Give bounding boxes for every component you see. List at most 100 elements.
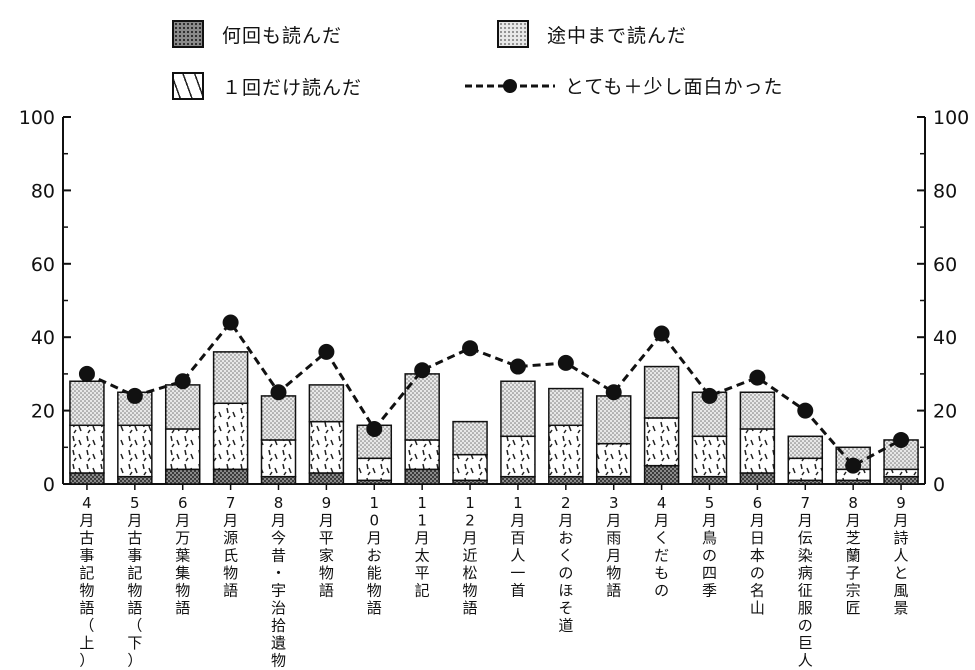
legend-swatch-read-partway [497, 20, 529, 48]
bar-segment-1 [691, 435, 728, 478]
bar-segment-2 [739, 391, 776, 430]
category-label: 1 1 月太平記 [415, 494, 430, 600]
interest-point [318, 343, 335, 360]
bar-segment-2 [643, 365, 680, 419]
bar-segment-1 [308, 420, 345, 474]
bars [69, 351, 919, 490]
category-label: 8 月芝蘭子宗匠 [846, 494, 861, 617]
legend-label-read-once: １回だけ読んだ [222, 76, 363, 99]
category-label: 9 月詩人と風景 [894, 494, 909, 617]
legend-item-interesting: とても＋少し面白かった [465, 72, 783, 99]
interest-point [605, 384, 622, 401]
bar-segment-2 [69, 380, 105, 427]
bar-segment-1 [356, 457, 393, 482]
interest-point [270, 384, 287, 401]
bar-segment-2 [595, 395, 632, 445]
bar-segment-1 [260, 439, 297, 478]
axes: 0 0 20 20 40 40 60 60 80 80 100 100 [19, 107, 970, 496]
category-label: 9 月平家物語 [319, 494, 334, 600]
interest-point [462, 340, 479, 357]
interest-line [78, 314, 910, 474]
legend-item-read-partway: 途中まで読んだ [497, 20, 687, 48]
y-tick-label-right: 60 [933, 254, 957, 276]
bar-segment-0 [883, 475, 919, 485]
bar-segment-0 [595, 475, 632, 485]
bar-segment-2 [212, 351, 249, 405]
category-label: 4 月古事記物語（上） [79, 494, 94, 670]
interest-point [509, 358, 526, 375]
bar-segment-2 [787, 435, 824, 460]
bar-segment-1 [452, 453, 488, 482]
category-label: 4 月くだもの [654, 494, 669, 600]
category-label: 6 月日本の名山 [750, 494, 765, 617]
bar-segment-0 [739, 472, 776, 485]
interest-point [366, 420, 383, 437]
bar-segment-1 [595, 442, 632, 478]
category-label: 2 月おくのほそ道 [558, 494, 573, 635]
y-tick-label-right: 0 [933, 474, 945, 496]
bar-segment-1 [69, 424, 105, 474]
interest-point [797, 402, 814, 419]
bar-segment-0 [308, 472, 345, 485]
interest-point [653, 325, 670, 342]
bar-segment-2 [260, 395, 297, 441]
bar-segment-1 [164, 428, 201, 471]
interest-point [893, 431, 910, 448]
legend: 何回も読んだ 途中まで読んだ １回だけ読んだ とても＋少し面白かった [0, 0, 975, 115]
bar-segment-1 [117, 424, 153, 478]
category-label: 5 月鳥の四季 [702, 494, 717, 600]
interest-point [749, 369, 766, 386]
bar-segment-0 [69, 472, 105, 485]
bar-segment-0 [117, 475, 153, 485]
bar-segment-1 [643, 417, 680, 467]
legend-label-read-partway: 途中まで読んだ [547, 24, 688, 47]
bar-segment-1 [883, 468, 919, 478]
interest-point [845, 457, 862, 474]
interest-point [78, 365, 95, 382]
interest-point [557, 354, 574, 371]
category-label: 1 2 月近松物語 [463, 494, 478, 617]
bar-segment-0 [691, 475, 728, 485]
bar-segment-2 [500, 380, 536, 438]
bar-segment-1 [500, 435, 536, 478]
bar-segment-0 [164, 468, 201, 485]
bar-segment-0 [548, 475, 584, 485]
bar-segment-0 [500, 475, 536, 485]
y-tick-label-right: 100 [933, 107, 969, 129]
bar-segment-0 [212, 468, 249, 485]
legend-item-read-once: １回だけ読んだ [172, 72, 362, 100]
y-tick-label-right: 20 [933, 401, 957, 423]
bar-segment-0 [643, 464, 680, 485]
y-tick-label-left: 60 [31, 254, 55, 276]
bar-segment-1 [404, 439, 440, 471]
interest-line-path [86, 320, 902, 468]
bar-segment-0 [404, 468, 440, 485]
y-tick-label-left: 80 [31, 180, 55, 202]
category-label: 3 月雨月物語 [606, 494, 621, 600]
category-label: 1 0 月お能物語 [367, 494, 382, 617]
category-label: 6 月万葉集物語 [175, 494, 190, 617]
interest-point [414, 362, 431, 379]
legend-swatch-read-many [172, 20, 204, 48]
bar-segment-1 [739, 428, 776, 474]
bar-segment-0 [260, 475, 297, 485]
bar-segment-2 [308, 384, 345, 423]
legend-label-interesting: とても＋少し面白かった [565, 76, 784, 98]
legend-swatch-read-once [172, 72, 204, 100]
y-tick-label-left: 40 [31, 327, 55, 349]
y-tick-label-left: 100 [19, 107, 55, 129]
bar-segment-2 [548, 387, 584, 427]
category-label: 1 月百人一首 [510, 494, 525, 600]
legend-label-read-many: 何回も読んだ [222, 24, 343, 47]
bar-segment-1 [787, 457, 824, 482]
bar-segment-2 [452, 420, 488, 456]
legend-line-marker [465, 78, 555, 93]
category-labels: 4 月古事記物語（上） 5 月古事記物語（下） 6 月万葉集物語 7 月源氏物語 8 月今昔・宇治… [79, 494, 908, 670]
category-label: 7 月源氏物語 [223, 494, 238, 600]
bar-segment-1 [212, 402, 249, 471]
y-tick-label-right: 80 [933, 180, 957, 202]
interest-point [222, 314, 239, 331]
legend-item-read-many: 何回も読んだ [172, 20, 342, 48]
